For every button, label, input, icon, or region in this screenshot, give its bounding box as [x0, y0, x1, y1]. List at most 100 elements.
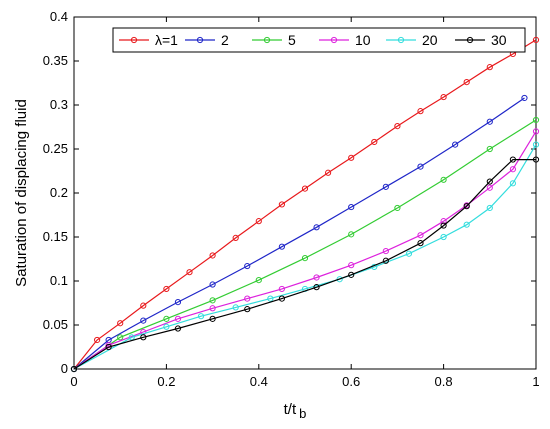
data-point: [197, 313, 205, 320]
x-axis-title: t/t b: [284, 401, 307, 421]
data-point: [255, 218, 262, 225]
data-point: [301, 185, 309, 192]
data-point: [440, 218, 447, 225]
x-tick-label: 0.6: [342, 374, 360, 389]
data-point: [463, 221, 470, 228]
data-point: [532, 128, 540, 135]
legend-swatch-marker: [130, 36, 138, 44]
y-tick-label: 0.15: [43, 229, 68, 244]
data-point: [244, 262, 251, 270]
data-point: [163, 323, 170, 330]
data-point: [186, 269, 193, 276]
data-point: [486, 145, 493, 153]
data-point: [440, 233, 447, 241]
series-layer: [70, 36, 540, 373]
data-point: [209, 315, 216, 322]
legend: λ=1 2 5 10 20 30: [112, 27, 526, 53]
data-point: [348, 231, 355, 238]
legend-label: 30: [491, 32, 507, 48]
data-point: [232, 304, 239, 311]
data-point: [117, 320, 124, 327]
x-tick-label: 0: [70, 374, 77, 389]
data-point: [486, 118, 493, 125]
y-axis-title: Saturation of displacing fluid: [13, 99, 30, 287]
data-point: [313, 284, 320, 291]
x-tick-label: 1: [532, 374, 539, 389]
x-axis-title-subscript: b: [299, 406, 306, 421]
data-point: [382, 257, 389, 264]
legend-entry-0: λ=1: [119, 32, 178, 48]
data-point: [509, 180, 517, 187]
y-tick-label: 0.05: [43, 317, 68, 332]
data-point: [486, 178, 493, 185]
data-point: [440, 93, 447, 101]
data-point: [174, 315, 182, 322]
data-point: [348, 203, 355, 211]
data-point: [255, 277, 262, 284]
data-point: [532, 156, 540, 163]
data-point: [244, 295, 251, 302]
data-point: [417, 163, 424, 170]
x-axis-title-main: t/t: [284, 401, 297, 418]
plot-frame: [73, 16, 537, 370]
data-point: [209, 305, 216, 312]
data-point: [140, 317, 147, 324]
series-4: [70, 141, 540, 373]
y-tick-label: 0: [61, 361, 68, 376]
data-point: [382, 183, 389, 190]
series-line: [73, 131, 537, 370]
data-point: [486, 184, 493, 191]
legend-entry-2: 5: [252, 32, 296, 48]
x-axis: 0 0.2 0.4 0.6 0.8 1: [70, 17, 540, 389]
series-line: [73, 39, 537, 370]
series-line: [73, 144, 537, 370]
data-point: [278, 201, 285, 208]
legend-label: 20: [422, 32, 438, 48]
data-point: [278, 295, 285, 302]
data-point: [209, 281, 216, 288]
data-point: [313, 224, 320, 231]
y-tick-label: 0.1: [50, 273, 68, 288]
data-point: [94, 336, 101, 344]
data-point: [278, 243, 285, 250]
y-tick-label: 0.4: [50, 9, 68, 24]
series-line: [73, 97, 525, 370]
data-point: [244, 306, 251, 313]
data-point: [417, 108, 424, 115]
data-point: [417, 232, 424, 239]
data-point: [348, 262, 355, 269]
data-point: [278, 285, 285, 293]
data-point: [174, 325, 182, 332]
series-line: [73, 119, 537, 370]
series-line: [73, 159, 536, 370]
legend-swatch-marker: [466, 36, 474, 44]
data-point: [532, 141, 540, 148]
legend-entry-4: 20: [386, 32, 438, 48]
data-point: [371, 138, 378, 146]
data-point: [140, 334, 147, 341]
data-point: [209, 297, 216, 304]
data-point: [232, 234, 239, 241]
data-point: [463, 203, 470, 210]
data-point: [509, 166, 517, 173]
data-point: [325, 169, 332, 176]
data-point: [486, 64, 493, 71]
series-1: [70, 94, 528, 373]
data-point: [394, 123, 401, 130]
legend-label: 5: [288, 32, 296, 48]
data-point: [209, 252, 216, 259]
legend-label: 2: [221, 32, 229, 48]
legend-label: 10: [355, 32, 371, 48]
data-point: [440, 222, 447, 229]
legend-label: λ=1: [155, 32, 178, 48]
data-point: [405, 250, 413, 257]
data-point: [140, 302, 147, 309]
x-tick-label: 0.8: [435, 374, 453, 389]
legend-entry-3: 10: [319, 32, 371, 48]
data-point: [521, 94, 528, 102]
data-point: [348, 154, 355, 161]
data-point: [70, 365, 78, 373]
y-tick-label: 0.2: [50, 185, 68, 200]
y-axis: 0 0.05 0.1 0.15 0.2 0.25 0.3 0.35 0.4: [43, 9, 536, 376]
